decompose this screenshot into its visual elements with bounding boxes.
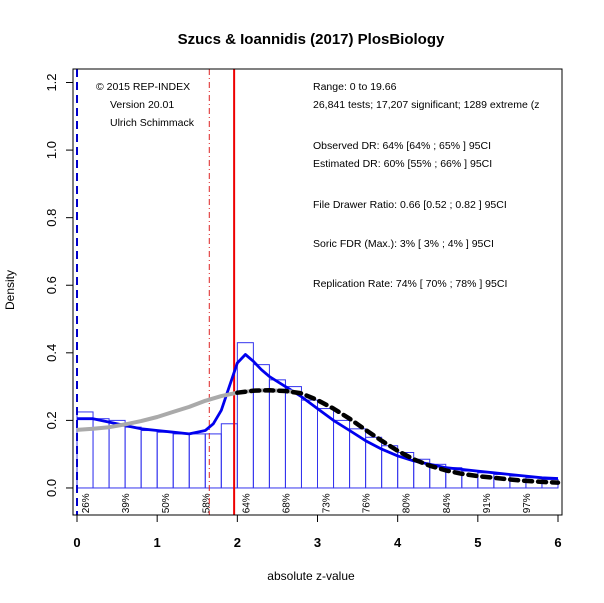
percent-label: 84% [442, 493, 453, 513]
density-curve [77, 353, 559, 480]
histogram-bar [188, 433, 206, 489]
annotation-left: Version 20.01 [110, 99, 174, 111]
percent-label: 50% [161, 493, 172, 513]
annotation-right: Replication Rate: 74% [ 70% ; 78% ] 95CI [313, 278, 507, 290]
histogram-bar [156, 431, 174, 489]
histogram-bar [236, 342, 254, 489]
chart-title: Szucs & Ioannidis (2017) PlosBiology [178, 31, 445, 48]
histogram-bar [317, 408, 335, 489]
y-tick-label: 1.0 [44, 141, 59, 159]
y-tick-label: 0.4 [44, 344, 59, 362]
percent-label: 26% [81, 493, 92, 513]
histogram-bar [268, 379, 286, 489]
x-axis-title: absolute z-value [267, 569, 355, 583]
percent-label: 64% [241, 493, 252, 513]
annotation-right: Observed DR: 64% [64% ; 65% ] 95CI [313, 140, 491, 152]
y-tick-label: 0.6 [44, 276, 59, 294]
percent-label: 76% [362, 493, 373, 513]
annotation-right: Estimated DR: 60% [55% ; 66% ] 95CI [313, 158, 492, 170]
histogram-bar [108, 419, 126, 489]
density-curve [235, 388, 561, 485]
histogram-bar [204, 433, 222, 489]
annotation-right: Soric FDR (Max.): 3% [ 3% ; 4% ] 95CI [313, 238, 494, 250]
percent-label: 73% [322, 493, 333, 513]
plot-area: 26% 39% 50% 58% 64% 68% 73% 76% 80% 84% 91% 97% 0 1 2 3… [44, 68, 563, 550]
x-tick-label: 0 [73, 535, 80, 550]
annotation-right: Range: 0 to 19.66 [313, 81, 397, 93]
x-tick-label: 1 [154, 535, 161, 550]
histogram-bar [172, 433, 190, 489]
percent-label: 39% [121, 493, 132, 513]
percent-label: 80% [402, 493, 413, 513]
y-tick-label: 0.2 [44, 411, 59, 429]
x-tick-label: 3 [314, 535, 321, 550]
density-curve [76, 388, 302, 432]
x-tick-label: 4 [394, 535, 402, 550]
percent-label: 97% [522, 493, 533, 513]
x-tick-label: 2 [234, 535, 241, 550]
y-tick-label: 1.2 [44, 73, 59, 91]
annotation-left: © 2015 REP-INDEX [96, 81, 190, 93]
histogram-bar [140, 430, 158, 489]
annotation-left: Ulrich Schimmack [110, 117, 195, 129]
y-tick-label: 0.0 [44, 479, 59, 497]
histogram-bar [284, 386, 302, 489]
x-tick-label: 5 [474, 535, 481, 550]
percent-label: 68% [281, 493, 292, 513]
histogram-bar [124, 426, 142, 489]
percent-label: 91% [482, 493, 493, 513]
x-tick-label: 6 [554, 535, 561, 550]
y-axis-title: Density [3, 270, 17, 310]
annotation-right: File Drawer Ratio: 0.66 [0.52 ; 0.82 ] 9… [313, 199, 507, 211]
histogram-bar [76, 411, 94, 489]
annotation-right: 26,841 tests; 17,207 significant; 1289 e… [313, 99, 539, 111]
histogram-bar [300, 399, 319, 489]
percent-label: 58% [201, 493, 212, 513]
histogram-bar [252, 364, 270, 489]
y-tick-label: 0.8 [44, 209, 59, 227]
